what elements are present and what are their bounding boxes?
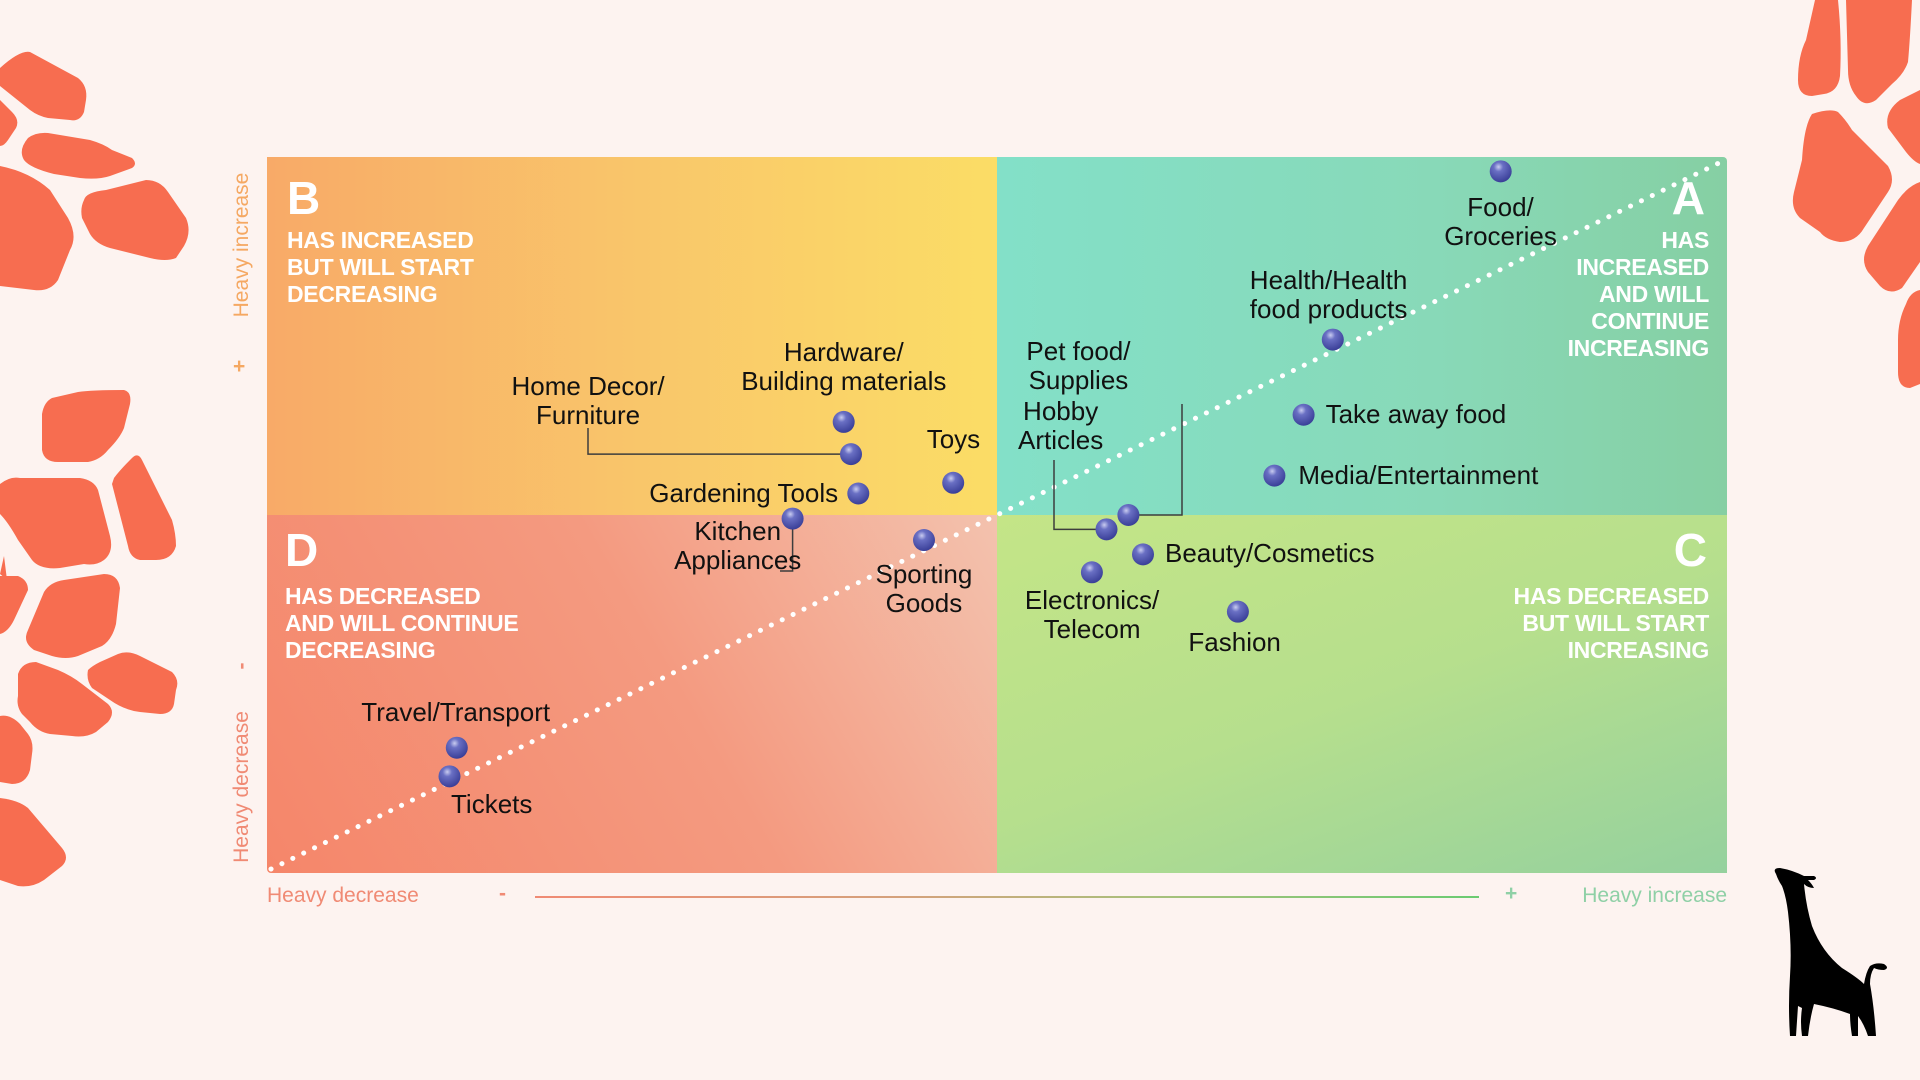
data-point-label: Toys <box>926 423 981 454</box>
spot-shape <box>0 51 87 121</box>
spot-shape <box>81 180 189 260</box>
data-point-label: Food/ Groceries <box>1444 192 1557 252</box>
data-point-label: Kitchen Appliances <box>674 515 802 575</box>
data-point-label: Tickets <box>451 789 533 820</box>
data-point-label: Health/Health food products <box>1249 264 1408 324</box>
x-axis-left-label: Heavy decrease <box>267 884 419 907</box>
quadrant-d-description: HAS DECREASED AND WILL CONTINUE DECREASI… <box>285 583 519 663</box>
spot-shape <box>1898 290 1920 388</box>
spot-shape <box>0 100 18 146</box>
spot-shape <box>17 662 112 737</box>
spot-shape <box>1846 0 1912 104</box>
y-axis-plus: + <box>233 355 246 378</box>
quadrant-c: C HAS DECREASED BUT WILL START INCREASIN… <box>997 515 1727 873</box>
quadrant-a-letter: A <box>1671 172 1705 224</box>
spot-shape <box>0 798 66 887</box>
spot-shape <box>21 132 135 179</box>
quadrant-b-description: HAS INCREASED BUT WILL START DECREASING <box>287 227 474 307</box>
spot-shape <box>0 576 28 634</box>
data-point-label: Hardware/ Building materials <box>741 336 947 396</box>
data-point-label: Home Decor/ Furniture <box>511 371 665 431</box>
spot-shape <box>0 477 112 569</box>
data-point-label: Gardening Tools <box>649 477 839 508</box>
y-axis: Heavy increase + - Heavy decrease <box>228 157 260 873</box>
spot-shape <box>1864 182 1920 292</box>
y-axis-graphic <box>241 389 243 641</box>
spot-shape <box>42 390 131 462</box>
spot-shape <box>0 166 74 291</box>
y-axis-top-label: Heavy increase <box>230 172 253 318</box>
giraffe-logo-icon <box>1774 868 1887 1036</box>
data-point-label: Travel/Transport <box>361 696 551 727</box>
x-axis-right-label: Heavy increase <box>1582 884 1727 907</box>
data-point-label: Media/Entertainment <box>1298 459 1539 490</box>
spot-shape <box>26 574 120 658</box>
y-axis-bottom-label: Heavy decrease <box>230 711 253 863</box>
spot-shape <box>112 455 176 560</box>
quadrant-c-letter: C <box>1673 524 1707 576</box>
spot-shape <box>1798 0 1841 96</box>
x-axis: Heavy decrease - + Heavy increase <box>267 882 1727 912</box>
data-point-label: Sporting Goods <box>875 559 973 619</box>
quadrant-b-letter: B <box>287 172 321 224</box>
data-point-label: Electronics/ Telecom <box>1024 585 1160 645</box>
spot-shape <box>1887 90 1920 164</box>
data-point-label: Beauty/Cosmetics <box>1165 538 1375 569</box>
spot-shape <box>87 652 178 714</box>
quadrant-c-description: HAS DECREASED BUT WILL START INCREASING <box>1513 583 1710 663</box>
x-axis-plus: + <box>1505 882 1518 905</box>
spot-shape <box>1792 110 1892 243</box>
quadrant-d-letter: D <box>285 524 319 576</box>
quadrant-a-description: HAS INCREASED AND WILL CONTINUE INCREASI… <box>1567 227 1710 361</box>
data-point-label: Pet food/ Supplies <box>1026 336 1131 395</box>
x-axis-line <box>535 896 1479 898</box>
x-axis-minus: - <box>499 882 506 905</box>
y-axis-minus: - <box>230 662 253 670</box>
spot-shape <box>0 715 33 784</box>
data-point-label: Hobby Articles <box>1018 396 1104 456</box>
data-point-label: Take away food <box>1325 398 1507 429</box>
data-point-label: Fashion <box>1188 626 1281 657</box>
quadrant-b: B HAS INCREASED BUT WILL START DECREASIN… <box>267 157 997 515</box>
